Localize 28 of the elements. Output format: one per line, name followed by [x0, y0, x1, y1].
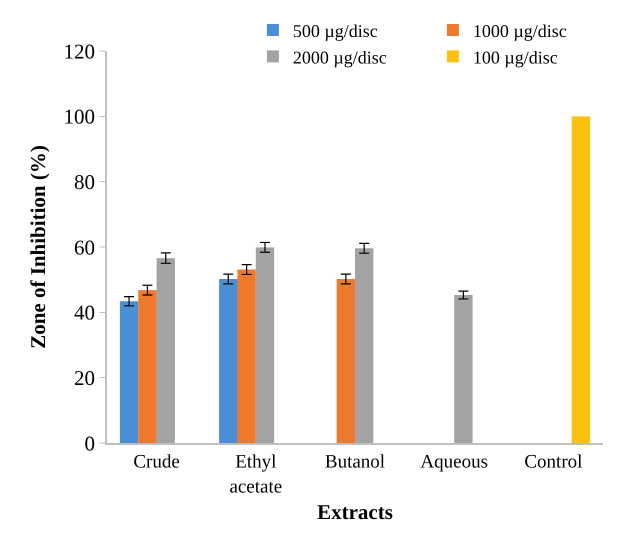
bar — [336, 279, 355, 443]
bar — [237, 270, 256, 443]
y-tick-label: 60 — [74, 235, 96, 260]
x-tick-label: Ethyl acetate — [229, 452, 282, 498]
x-axis-title: Extracts — [317, 500, 393, 524]
x-tick-label: Butanol — [324, 452, 386, 473]
legend-label: 500 µg/disc — [292, 21, 378, 42]
x-tick-label: Aqueous — [420, 452, 488, 473]
bar — [156, 258, 175, 443]
x-tick-label: Control — [524, 452, 582, 473]
y-axis-title: Zone of Inhibition (%) — [26, 145, 50, 349]
bar — [572, 116, 590, 443]
y-tick-label: 20 — [74, 366, 96, 390]
legend-label: 100 µg/disc — [472, 47, 558, 68]
legend-label: 1000 µg/disc — [472, 21, 567, 42]
y-tick-label: 0 — [84, 431, 96, 456]
bar — [256, 247, 274, 443]
bar — [219, 279, 238, 443]
y-tick-label: 120 — [64, 39, 96, 64]
y-tick-label: 100 — [64, 104, 96, 129]
y-tick-label: 40 — [74, 300, 96, 325]
x-tick-label: Crude — [133, 452, 180, 473]
bar — [120, 301, 138, 443]
bar — [355, 248, 374, 443]
y-tick-label: 80 — [74, 170, 96, 194]
legend-label: 2000 µg/disc — [292, 47, 387, 68]
bar — [138, 290, 157, 443]
bar — [454, 295, 473, 443]
